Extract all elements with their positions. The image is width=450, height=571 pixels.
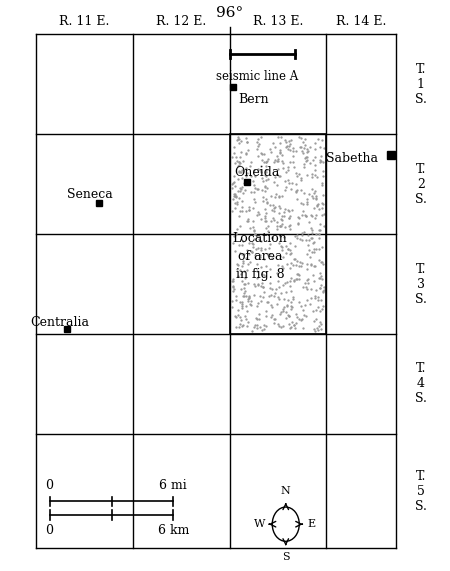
Text: 6 km: 6 km — [158, 524, 189, 537]
Text: T.
4
S.: T. 4 S. — [415, 363, 427, 405]
Text: Sabetha: Sabetha — [326, 152, 378, 165]
Text: Bern: Bern — [238, 93, 269, 106]
Text: T.
5
S.: T. 5 S. — [415, 469, 427, 513]
Text: Oneida: Oneida — [234, 166, 279, 179]
Circle shape — [272, 507, 299, 541]
Text: seismic line A: seismic line A — [216, 70, 298, 83]
Text: Location
of area
in fig. 8: Location of area in fig. 8 — [233, 232, 288, 282]
Bar — [230, 134, 326, 334]
Text: W: W — [254, 519, 266, 529]
Text: T.
2
S.: T. 2 S. — [415, 163, 427, 206]
Text: E: E — [308, 519, 316, 529]
Text: Centralia: Centralia — [31, 316, 90, 329]
Text: 96°: 96° — [216, 6, 243, 20]
Text: T.
1
S.: T. 1 S. — [415, 63, 427, 106]
Text: Seneca: Seneca — [67, 188, 112, 200]
Text: 0: 0 — [45, 479, 54, 492]
Text: S: S — [282, 552, 289, 562]
Text: N: N — [281, 486, 291, 496]
Text: R. 12 E.: R. 12 E. — [156, 15, 206, 28]
Text: T.
3
S.: T. 3 S. — [415, 263, 427, 305]
Text: 0: 0 — [45, 524, 54, 537]
Text: R. 13 E.: R. 13 E. — [253, 15, 303, 28]
Text: 6 mi: 6 mi — [159, 479, 187, 492]
Text: R. 11 E.: R. 11 E. — [59, 15, 109, 28]
Text: R. 14 E.: R. 14 E. — [336, 15, 386, 28]
